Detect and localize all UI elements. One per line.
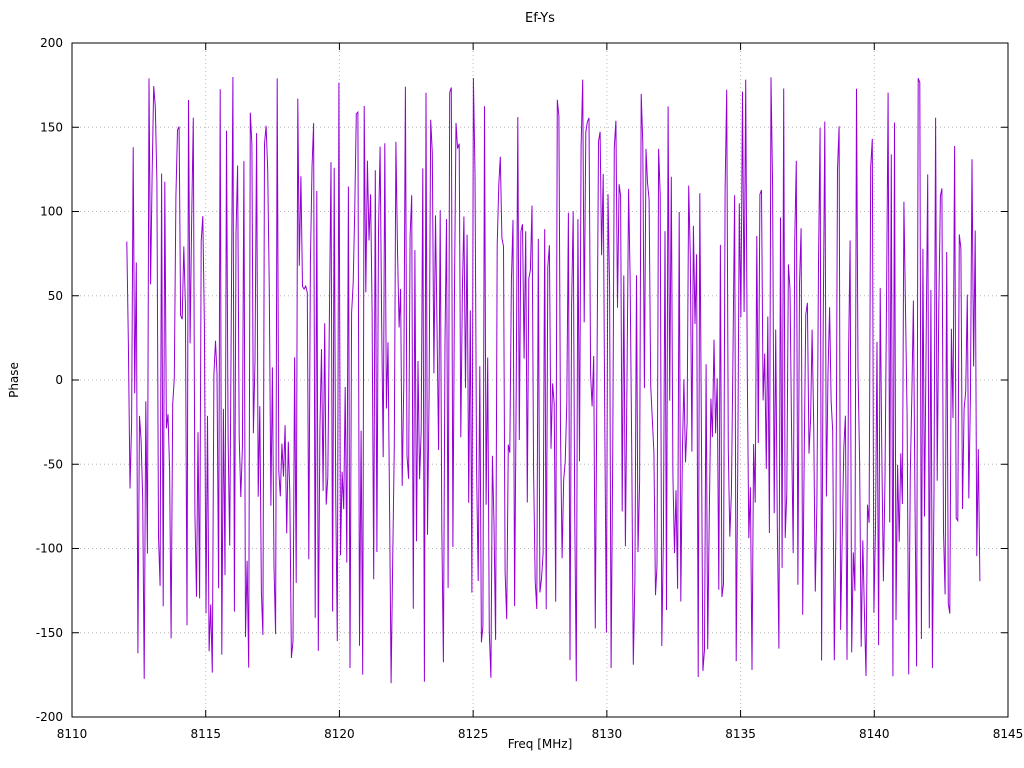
x-tick-label: 8110 [57, 727, 88, 741]
x-tick-label: 8115 [190, 727, 221, 741]
x-tick-label: 8130 [592, 727, 623, 741]
x-tick-label: 8135 [725, 727, 756, 741]
x-axis-label: Freq [MHz] [507, 737, 573, 751]
chart-title: Ef-Ys [525, 11, 555, 26]
phase-series-line [126, 76, 981, 684]
x-tick-label: 8125 [458, 727, 489, 741]
y-tick-label: -150 [36, 626, 63, 640]
x-tick-label: 8120 [324, 727, 355, 741]
y-tick-label: 200 [40, 36, 63, 50]
y-tick-label: -100 [36, 542, 63, 556]
plot-border [71, 42, 1009, 718]
x-tick-label: 8140 [859, 727, 890, 741]
y-tick-label: 100 [40, 205, 63, 219]
y-tick-label: 50 [48, 289, 63, 303]
y-tick-label: 150 [40, 120, 63, 134]
y-tick-label: -50 [43, 457, 63, 471]
y-tick-label: -200 [36, 710, 63, 724]
x-tick-label: 8145 [993, 727, 1024, 741]
y-tick-label: 0 [55, 373, 63, 387]
